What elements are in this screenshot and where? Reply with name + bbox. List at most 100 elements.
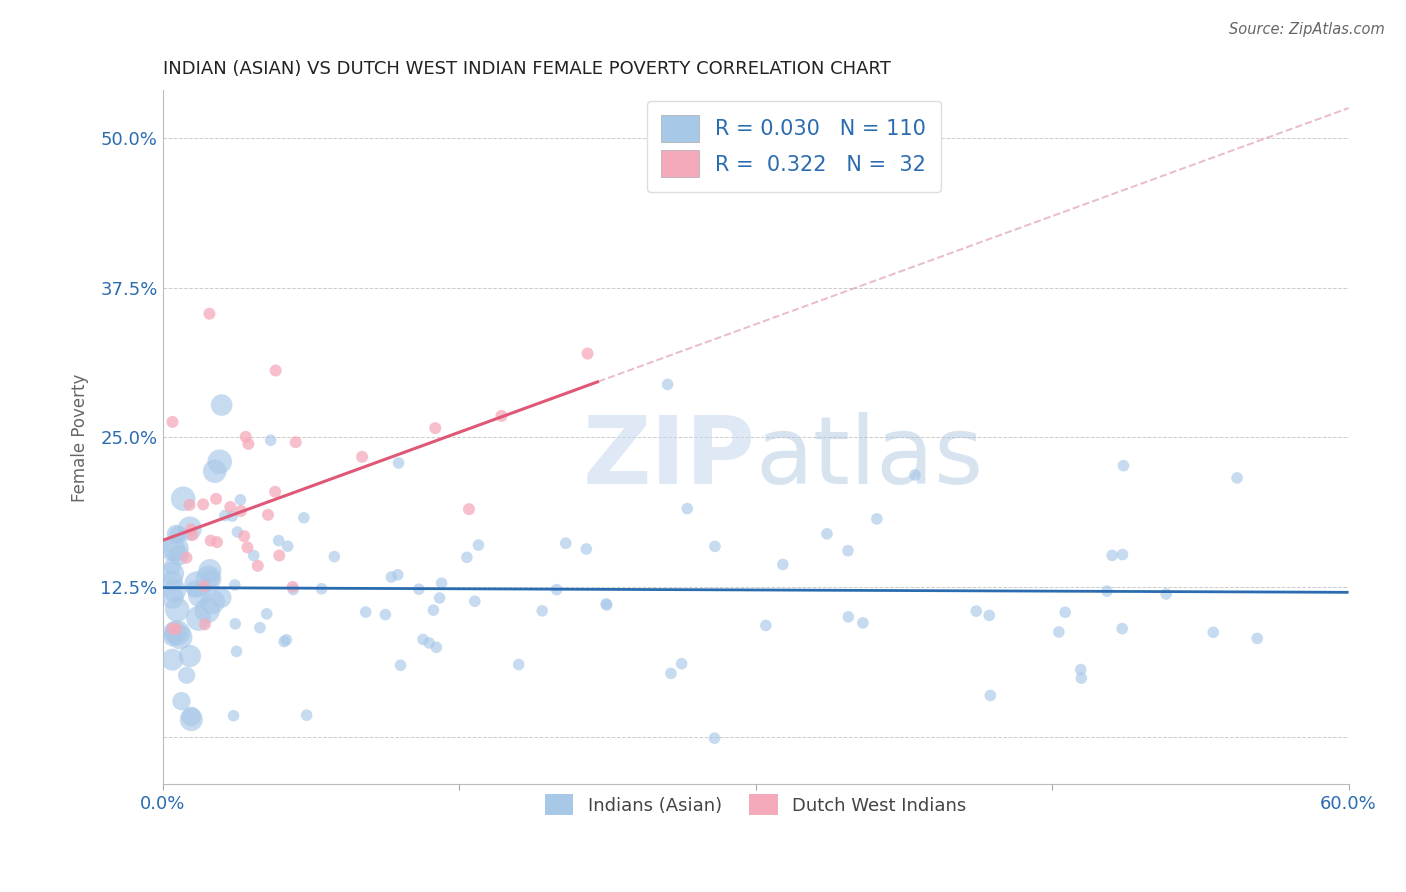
Point [755, 618, 778, 632]
Point [671, 657, 693, 671]
Point [352, 450, 374, 464]
Point [430, 576, 453, 591]
Point [657, 377, 679, 392]
Point [412, 632, 434, 647]
Point [165, 526, 187, 541]
Point [1111, 622, 1133, 636]
Point [224, 578, 246, 592]
Point [229, 504, 252, 518]
Point [458, 502, 481, 516]
Point [249, 621, 271, 635]
Point [703, 731, 725, 746]
Point [1112, 458, 1135, 473]
Text: INDIAN (ASIAN) VS DUTCH WEST INDIAN FEMALE POVERTY CORRELATION CHART: INDIAN (ASIAN) VS DUTCH WEST INDIAN FEMA… [163, 60, 890, 78]
Point [276, 632, 298, 647]
Point [264, 363, 287, 377]
Point [201, 595, 224, 609]
Point [1154, 587, 1177, 601]
Point [246, 558, 269, 573]
Point [283, 582, 305, 597]
Point [200, 533, 222, 548]
Point [1070, 663, 1092, 677]
Legend: Indians (Asian), Dutch West Indians: Indians (Asian), Dutch West Indians [536, 785, 976, 824]
Point [772, 558, 794, 572]
Point [837, 543, 859, 558]
Point [180, 709, 202, 723]
Point [595, 597, 617, 611]
Point [181, 528, 204, 542]
Point [1246, 632, 1268, 646]
Point [508, 657, 530, 672]
Point [219, 500, 242, 514]
Point [186, 577, 208, 591]
Point [162, 566, 184, 581]
Point [491, 409, 513, 423]
Point [222, 708, 245, 723]
Point [354, 605, 377, 619]
Point [167, 528, 190, 542]
Point [387, 456, 409, 470]
Point [531, 604, 554, 618]
Point [162, 541, 184, 556]
Point [408, 582, 430, 597]
Point [1054, 605, 1077, 619]
Point [179, 522, 201, 536]
Point [281, 580, 304, 594]
Point [464, 594, 486, 608]
Point [162, 574, 184, 588]
Point [205, 535, 228, 549]
Point [467, 538, 489, 552]
Point [179, 648, 201, 663]
Point [162, 653, 184, 667]
Point [229, 492, 252, 507]
Point [323, 549, 346, 564]
Point [595, 598, 617, 612]
Text: ZIP: ZIP [582, 412, 755, 504]
Point [162, 591, 184, 605]
Point [233, 529, 256, 543]
Point [187, 611, 209, 625]
Point [277, 539, 299, 553]
Text: atlas: atlas [755, 412, 984, 504]
Point [165, 622, 187, 636]
Point [242, 549, 264, 563]
Point [209, 591, 232, 605]
Point [162, 630, 184, 644]
Point [1070, 671, 1092, 685]
Point [257, 508, 280, 522]
Point [456, 550, 478, 565]
Point [205, 491, 228, 506]
Text: Source: ZipAtlas.com: Source: ZipAtlas.com [1229, 22, 1385, 37]
Point [238, 437, 260, 451]
Point [676, 501, 699, 516]
Point [167, 549, 190, 563]
Point [235, 430, 257, 444]
Point [374, 607, 396, 622]
Point [162, 559, 184, 574]
Point [273, 634, 295, 648]
Point [224, 616, 246, 631]
Point [193, 579, 215, 593]
Point [163, 625, 186, 640]
Point [575, 541, 598, 556]
Point [197, 572, 219, 586]
Point [269, 549, 291, 563]
Point [979, 608, 1001, 623]
Point [256, 607, 278, 621]
Point [166, 602, 188, 616]
Point [267, 533, 290, 548]
Point [422, 603, 444, 617]
Point [188, 589, 211, 603]
Point [184, 582, 207, 597]
Point [546, 582, 568, 597]
Point [979, 689, 1001, 703]
Point [176, 550, 198, 565]
Point [176, 668, 198, 682]
Point [389, 658, 412, 673]
Point [425, 421, 447, 435]
Point [380, 570, 402, 584]
Point [284, 435, 307, 450]
Point [194, 617, 217, 632]
Point [815, 527, 838, 541]
Point [198, 564, 221, 578]
